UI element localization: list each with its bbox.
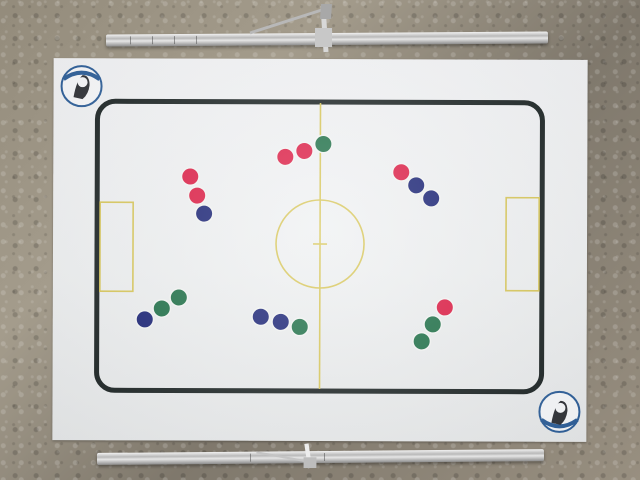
top-metal-bracket <box>249 4 332 53</box>
green-player-marker <box>153 300 170 317</box>
bottom-metal-bracket <box>245 438 325 469</box>
red-player-marker <box>393 164 410 181</box>
bracket-icon <box>256 443 317 469</box>
green-player-marker <box>413 333 430 350</box>
blue-player-marker <box>136 311 153 328</box>
club-logo-bottom-right <box>536 389 582 435</box>
green-player-marker <box>315 136 332 153</box>
blue-player-marker <box>252 308 269 325</box>
red-player-marker <box>296 142 313 159</box>
blue-player-marker <box>196 205 213 222</box>
soccer-tactics-poster <box>52 58 588 442</box>
ruler-mark <box>129 36 132 45</box>
blue-player-marker <box>408 177 425 194</box>
red-player-marker <box>277 148 294 165</box>
ruler-mark <box>195 35 198 44</box>
club-logo-icon <box>60 65 103 108</box>
soccer-field-drawing <box>94 98 545 395</box>
bracket-icon <box>249 4 332 53</box>
green-player-marker <box>424 316 441 333</box>
green-player-marker <box>170 289 187 306</box>
red-player-marker <box>189 187 206 204</box>
green-player-marker <box>291 318 308 335</box>
red-player-marker <box>182 168 199 185</box>
club-logo-top-left <box>58 63 104 109</box>
ruler-mark <box>151 36 154 45</box>
player-markers <box>135 134 455 351</box>
red-player-marker <box>436 299 453 316</box>
blue-player-marker <box>423 190 440 207</box>
center-circle <box>275 199 365 289</box>
field-boundary <box>94 98 545 395</box>
left-goal-box <box>99 201 134 293</box>
ruler-mark <box>173 36 176 45</box>
club-logo-icon <box>538 390 581 433</box>
blue-player-marker <box>272 313 289 330</box>
right-goal-box <box>505 196 540 292</box>
